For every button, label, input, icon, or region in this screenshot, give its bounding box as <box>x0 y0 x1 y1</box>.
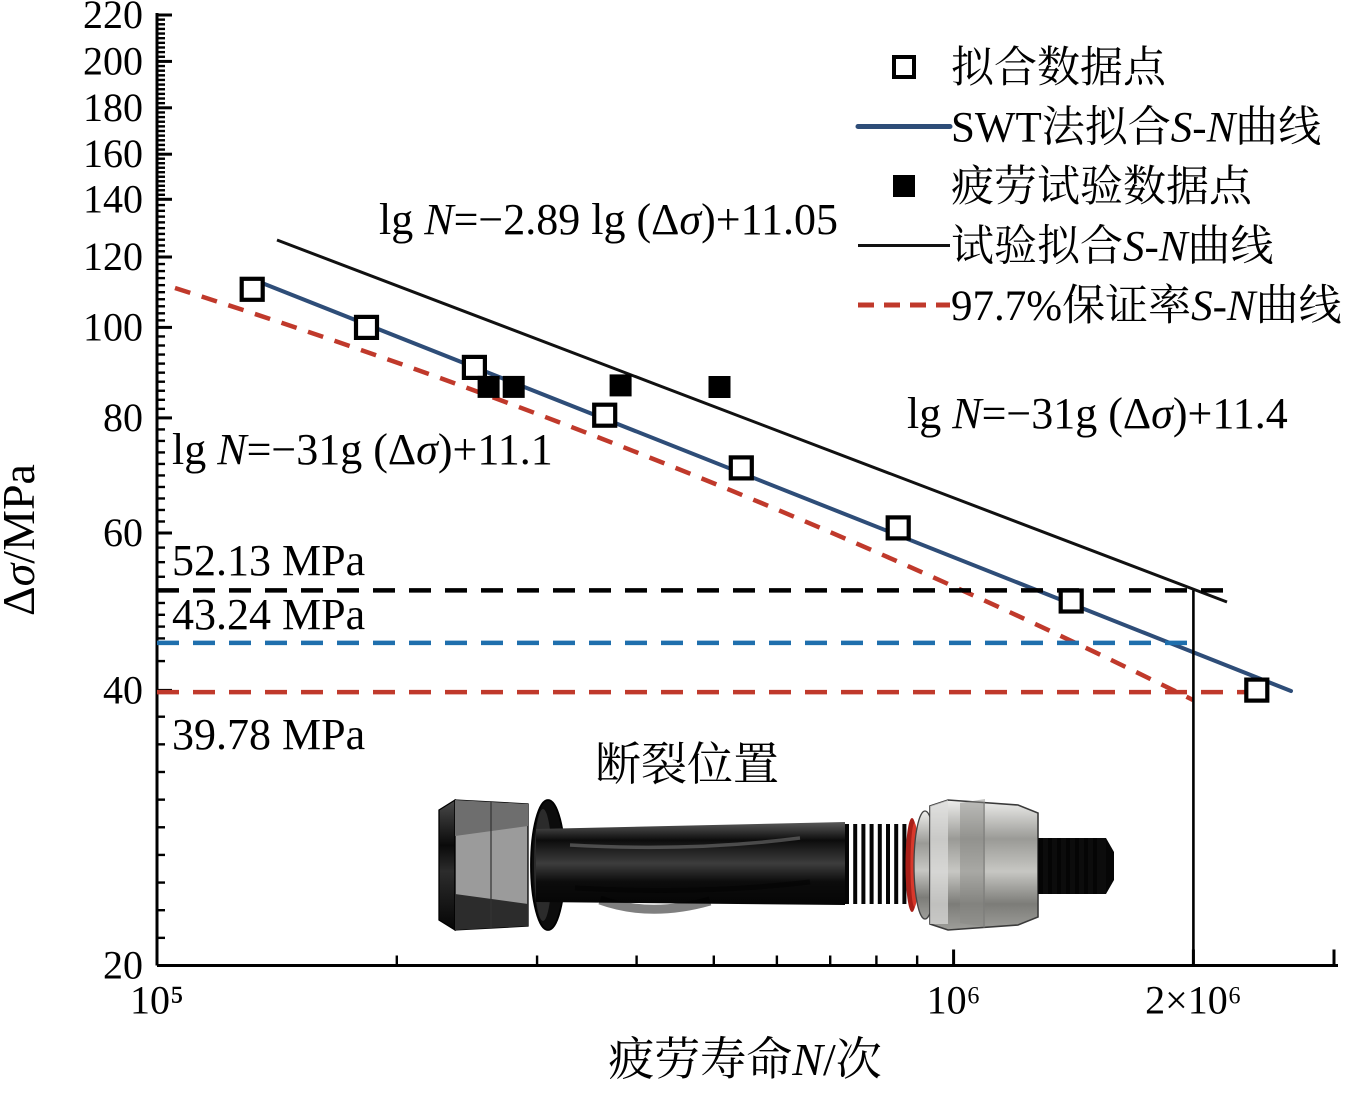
svg-text:52.13 MPa: 52.13 MPa <box>172 536 365 585</box>
svg-text:lg N=−2.89 lg (Δσ)+11.05: lg N=−2.89 lg (Δσ)+11.05 <box>379 195 838 244</box>
svg-text:拟合数据点: 拟合数据点 <box>951 45 1167 92</box>
svg-text:2×10⁶: 2×10⁶ <box>1145 978 1242 1023</box>
svg-text:lg N=−31g (Δσ)+11.4: lg N=−31g (Δσ)+11.4 <box>907 389 1288 438</box>
svg-text:80: 80 <box>103 395 143 440</box>
svg-text:180: 180 <box>83 85 143 130</box>
svg-text:10⁵: 10⁵ <box>130 978 184 1023</box>
svg-text:120: 120 <box>83 234 143 279</box>
svg-text:60: 60 <box>103 510 143 555</box>
svg-text:200: 200 <box>83 38 143 83</box>
svg-text:39.78 MPa: 39.78 MPa <box>172 710 365 759</box>
svg-text:160: 160 <box>83 131 143 176</box>
svg-text:140: 140 <box>83 176 143 221</box>
svg-text:43.24 MPa: 43.24 MPa <box>172 590 365 639</box>
svg-text:疲劳试验数据点: 疲劳试验数据点 <box>951 163 1253 211</box>
svg-text:断裂位置: 断裂位置 <box>595 739 779 790</box>
svg-text:10⁶: 10⁶ <box>927 978 981 1023</box>
svg-text:疲劳寿命N/次: 疲劳寿命N/次 <box>608 1034 881 1085</box>
svg-text:试验拟合S-N曲线: 试验拟合S-N曲线 <box>951 224 1274 271</box>
svg-text:SWT法拟合S-N曲线: SWT法拟合S-N曲线 <box>951 105 1321 152</box>
svg-text:100: 100 <box>83 304 143 349</box>
svg-text:97.7%保证率S-N曲线: 97.7%保证率S-N曲线 <box>951 282 1342 330</box>
svg-text:lg N=−31g (Δσ)+11.1: lg N=−31g (Δσ)+11.1 <box>172 425 553 474</box>
svg-text:Δσ/MPa: Δσ/MPa <box>0 464 44 616</box>
svg-text:220: 220 <box>83 0 143 37</box>
svg-text:40: 40 <box>103 667 143 712</box>
